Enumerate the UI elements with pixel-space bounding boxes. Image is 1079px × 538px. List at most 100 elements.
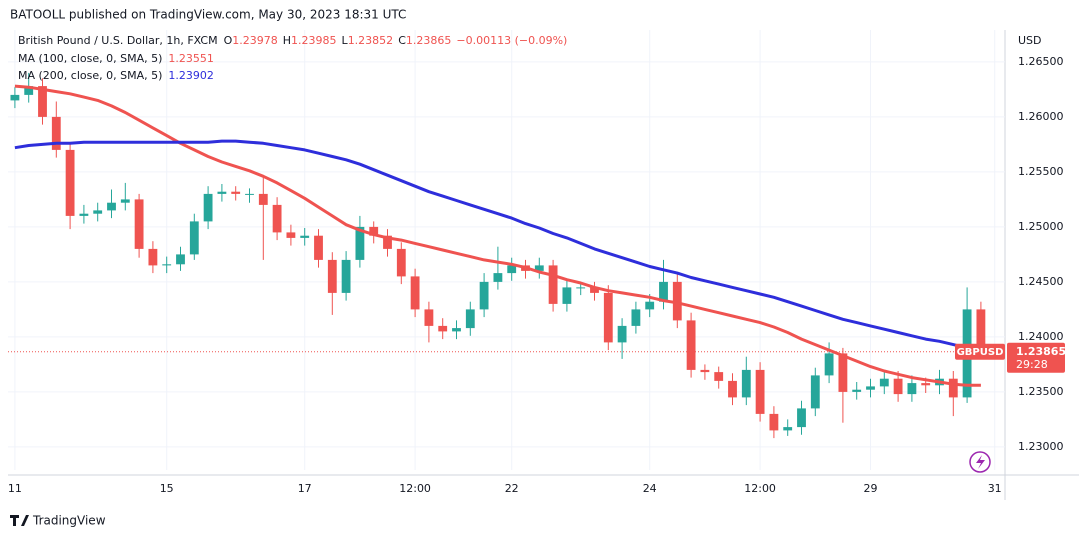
y-tick-label: 1.26500 (1018, 55, 1064, 68)
ohlc-value: 1.23978 (232, 34, 278, 47)
candle-body (576, 287, 586, 289)
y-tick-label: 1.26000 (1018, 110, 1064, 123)
candle-body (659, 281, 668, 302)
x-tick-label: 22 (505, 482, 519, 495)
legend: British Pound / U.S. Dollar, 1h, FXCM O1.… (18, 34, 567, 82)
candle-body (327, 259, 337, 293)
candle-body (810, 375, 820, 409)
candle-body (286, 232, 296, 238)
candle-body (300, 235, 310, 238)
candle-body (452, 328, 461, 332)
candle-body (383, 235, 392, 249)
y-tick-label: 1.24000 (1018, 330, 1064, 343)
icon-circle[interactable] (969, 451, 991, 473)
y-tick-label: 1.23500 (1018, 385, 1064, 398)
candle-body (976, 309, 986, 352)
candle-body (120, 199, 130, 203)
candle-body (189, 221, 199, 255)
candle-body (714, 372, 724, 381)
x-tick-label: 17 (298, 482, 312, 495)
brand-logo (10, 515, 29, 526)
candle-body (355, 226, 365, 260)
candle-body (797, 408, 806, 428)
ohlc-label: C (398, 34, 406, 47)
candle-body (783, 427, 793, 431)
replay-icon[interactable] (969, 451, 991, 473)
candle-body (562, 287, 572, 304)
candle-body (507, 265, 517, 274)
candle-body (10, 94, 20, 101)
ohlc-value: 1.23985 (291, 34, 337, 47)
candle-body (879, 378, 889, 387)
candle-body (617, 325, 627, 343)
candle-body (314, 235, 323, 260)
candle-body (51, 116, 61, 150)
candle-body (769, 413, 779, 431)
candle-body (231, 191, 241, 194)
candle-body (686, 320, 696, 370)
candle-body (272, 204, 282, 233)
y-tick-label: 1.23000 (1018, 440, 1064, 453)
plot: 1.23000 1.23500 1.24000 1.24500 1.25000 1.255… (8, 30, 1066, 495)
candle-body (590, 287, 599, 293)
x-tick-label: 31 (988, 482, 1002, 495)
candle-body (134, 199, 144, 249)
candle-body (217, 191, 227, 194)
candle-body (479, 281, 489, 310)
y-tick-label: 1.25000 (1018, 220, 1064, 233)
candle-body (369, 226, 379, 236)
ohlc-label: L (342, 34, 349, 47)
x-tick-label: 29 (864, 482, 878, 495)
y-tick-label: 1.24500 (1018, 275, 1064, 288)
symbol-tag-text: GBPUSD (957, 347, 1004, 358)
publisher: BATOOLL published on TradingView.com, Ma… (10, 8, 406, 22)
candle-body (438, 325, 448, 332)
candle-body (107, 202, 116, 211)
ma-value: 1.23902 (168, 69, 214, 82)
candle-body (203, 193, 213, 222)
candle-body (603, 292, 613, 343)
candle-body (410, 276, 420, 310)
y-tick-label: 1.25500 (1018, 165, 1064, 178)
candle-body (645, 301, 655, 310)
candle-body (893, 378, 903, 395)
candle-body (465, 309, 475, 329)
candle-body (948, 378, 958, 398)
symbol-name: British Pound / U.S. Dollar, 1h, FXCM (18, 34, 218, 47)
candle-body (700, 369, 710, 373)
candle-body (755, 369, 765, 414)
candle-body (65, 149, 75, 216)
x-tick-label: 12:00 (744, 482, 776, 495)
candle-body (162, 264, 172, 266)
change: −0.00113 (−0.09%) (456, 34, 567, 47)
candle-body (741, 369, 751, 398)
ohlc-label: H (283, 34, 291, 47)
ohlc-value: 1.23865 (406, 34, 452, 47)
brand-name: TradingView (32, 514, 106, 528)
symbol-tag (955, 343, 1005, 360)
ma-name: MA (100, close, 0, SMA, 5) (18, 52, 162, 65)
legend-line: British Pound / U.S. Dollar, 1h, FXCM O1.… (18, 34, 567, 47)
x-tick-label: 12:00 (399, 482, 431, 495)
candle-body (245, 193, 254, 195)
candle-body (24, 86, 34, 95)
ma-name: MA (200, close, 0, SMA, 5) (18, 69, 162, 82)
candle-body (728, 380, 737, 398)
price-tag-countdown: 29:28 (1016, 358, 1048, 371)
candle-body (838, 353, 848, 392)
ohlc-label: O (224, 34, 233, 47)
candle-body (534, 265, 544, 271)
candle-body (672, 281, 682, 321)
candle-body (176, 254, 185, 265)
icon-bolt[interactable] (976, 455, 985, 469)
candle-body (396, 248, 406, 277)
candle-body (907, 383, 917, 395)
candle-body (79, 213, 89, 216)
price-tag (1007, 342, 1065, 373)
x-tick-label: 15 (160, 482, 174, 495)
candle-body (38, 86, 47, 117)
candle-body (548, 265, 558, 304)
candle-body (148, 248, 158, 266)
candle-body (258, 193, 268, 205)
